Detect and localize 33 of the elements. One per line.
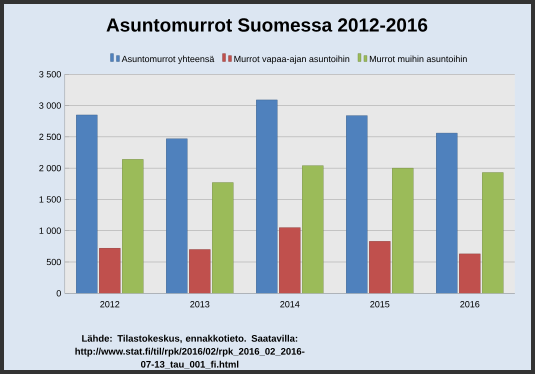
x-tick-label: 2013	[190, 301, 210, 308]
bar	[212, 182, 234, 294]
x-tick-label: 2016	[460, 301, 480, 308]
bar	[279, 227, 301, 294]
bar	[482, 172, 504, 294]
bar	[122, 159, 144, 294]
bar	[346, 115, 368, 294]
bar	[76, 114, 98, 294]
bar	[99, 248, 121, 294]
x-tick-label: 2015	[370, 301, 390, 308]
y-tick-label: 2 500	[39, 134, 61, 140]
bar	[189, 249, 211, 294]
bar	[459, 254, 481, 294]
bar	[302, 165, 324, 294]
y-tick-label: 500	[46, 258, 61, 266]
bar	[436, 132, 458, 294]
bar	[166, 138, 188, 294]
y-tick-label: 3 500	[39, 71, 61, 78]
legend-label: Murrot muihin asuntoihin	[370, 56, 467, 62]
bar	[369, 241, 391, 294]
y-tick-label: 1 000	[40, 228, 61, 234]
y-tick-label: 1 500	[40, 196, 61, 203]
bar	[392, 168, 414, 294]
y-tick-label: 2 000	[39, 164, 61, 172]
legend-label: Murrot vapaa-ajan asuntoihin	[234, 56, 350, 64]
bar	[256, 100, 278, 294]
chart-title: Asuntomurrot Suomessa 2012-2016	[106, 18, 428, 32]
x-tick-label: 2014	[280, 301, 300, 308]
text: Lähde: Tilastokeskus, ennakkotieto. Saatavilla: http://www.stat.fi/til/rpk/2016/02/rpk_2016_02_2016-07-13_tau_001_fi.html	[75, 334, 304, 369]
y-tick-label: 0	[56, 290, 61, 296]
x-tick-label: 2012	[100, 301, 120, 308]
y-tick-label: 3 000	[39, 102, 61, 109]
legend-label: Asuntomurrot yhteensä	[122, 56, 214, 64]
